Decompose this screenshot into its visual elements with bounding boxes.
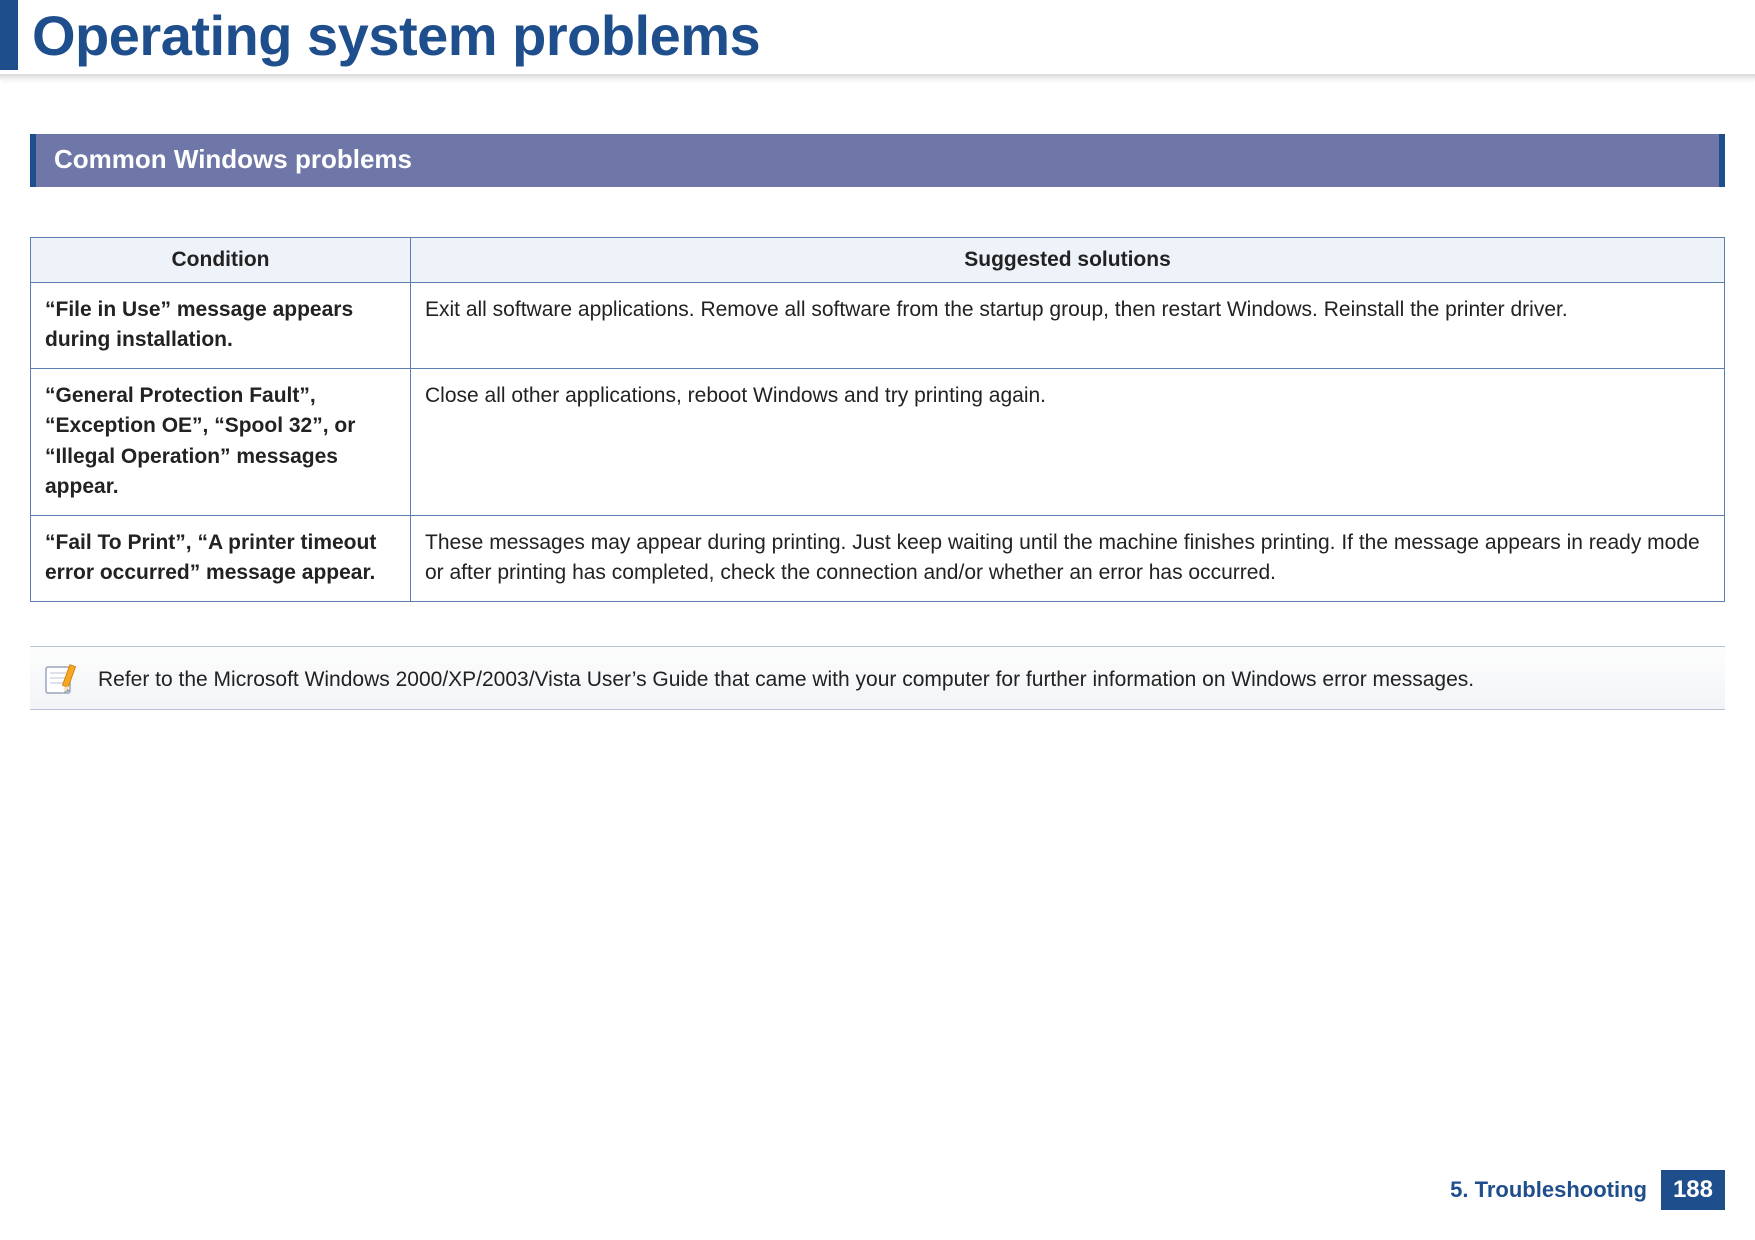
table-row: “File in Use” message appears during ins… <box>31 283 1725 369</box>
col-header-condition: Condition <box>31 238 411 283</box>
content-area: Common Windows problems Condition Sugges… <box>0 84 1755 710</box>
col-header-solutions: Suggested solutions <box>411 238 1725 283</box>
problems-table: Condition Suggested solutions “File in U… <box>30 237 1725 602</box>
table-row: “General Protection Fault”, “Exception O… <box>31 368 1725 515</box>
note-box: Refer to the Microsoft Windows 2000/XP/2… <box>30 646 1725 710</box>
page-title: Operating system problems <box>32 3 760 68</box>
table-row: “Fail To Print”, “A printer timeout erro… <box>31 515 1725 601</box>
condition-cell: “File in Use” message appears during ins… <box>31 283 411 369</box>
table-header-row: Condition Suggested solutions <box>31 238 1725 283</box>
solution-cell: Exit all software applications. Remove a… <box>411 283 1725 369</box>
title-divider <box>0 74 1755 84</box>
condition-cell: “Fail To Print”, “A printer timeout erro… <box>31 515 411 601</box>
footer-chapter: 5. Troubleshooting <box>1450 1177 1647 1203</box>
condition-cell: “General Protection Fault”, “Exception O… <box>31 368 411 515</box>
footer-page-number: 188 <box>1661 1170 1725 1210</box>
title-bar: Operating system problems <box>0 0 1755 70</box>
title-accent-bar <box>0 0 18 70</box>
solution-cell: These messages may appear during printin… <box>411 515 1725 601</box>
page-footer: 5. Troubleshooting 188 <box>1450 1170 1725 1210</box>
solution-cell: Close all other applications, reboot Win… <box>411 368 1725 515</box>
section-heading: Common Windows problems <box>30 134 1725 187</box>
note-text: Refer to the Microsoft Windows 2000/XP/2… <box>98 661 1474 694</box>
note-pencil-icon <box>44 661 78 695</box>
